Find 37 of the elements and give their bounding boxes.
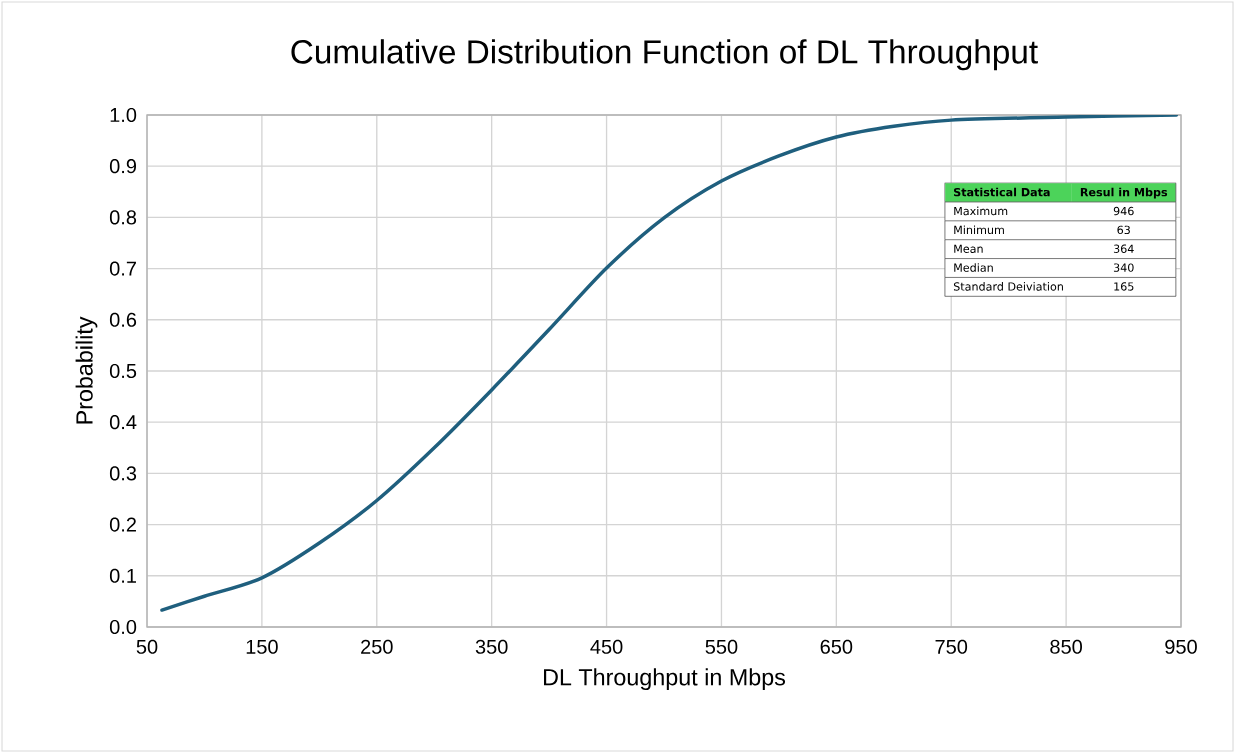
annotation: Standard Deiviation — [953, 282, 1063, 291]
x-tick-label: 950 — [1165, 639, 1197, 654]
x-tick-label: 550 — [705, 639, 738, 654]
y-tick-label: 0.8 — [109, 210, 137, 225]
y-tick-label: 0.2 — [109, 517, 136, 532]
x-tick-label: 850 — [1050, 639, 1082, 654]
chart-title: Cumulative Distribution Function of DL Throughput — [291, 39, 1038, 71]
annotation: 63 — [1117, 225, 1130, 235]
annotation: Maximum — [954, 206, 1008, 216]
y-tick-label: 1.0 — [110, 107, 137, 123]
x-axis-title: DL Throughput in Mbps — [544, 668, 786, 691]
y-tick-label: 0.3 — [109, 466, 137, 481]
annotation: Mean — [954, 244, 983, 253]
x-tick-label: 650 — [820, 639, 853, 654]
y-tick-label: 0.4 — [109, 415, 137, 430]
x-tick-label: 50 — [136, 639, 158, 654]
annotation: Statistical Data — [954, 187, 1050, 197]
annotation: Minimum — [954, 225, 1004, 235]
y-tick-label: 0.6 — [109, 312, 137, 327]
y-tick-label: 0.7 — [109, 261, 136, 276]
y-tick-label: 0.1 — [109, 568, 136, 583]
line-series — [160, 114, 1179, 612]
annotation: Resul in Mbps — [1080, 187, 1168, 199]
annotation: 165 — [1114, 282, 1134, 291]
annotation: 946 — [1113, 206, 1134, 216]
x-tick-label: 150 — [246, 639, 278, 654]
annotation: 340 — [1113, 263, 1134, 272]
annotation: Median — [954, 263, 993, 272]
x-tick-label: 750 — [935, 639, 968, 654]
x-tick-label: 450 — [590, 639, 623, 654]
y-tick-label: 0.9 — [109, 159, 137, 174]
x-tick-label: 250 — [361, 639, 393, 654]
annotation: 364 — [1113, 244, 1134, 253]
y-tick-label: 0.5 — [109, 363, 137, 379]
y-axis-title: Probability — [75, 316, 98, 424]
y-tick-label: 0.0 — [109, 619, 137, 635]
x-tick-label: 350 — [475, 639, 508, 654]
